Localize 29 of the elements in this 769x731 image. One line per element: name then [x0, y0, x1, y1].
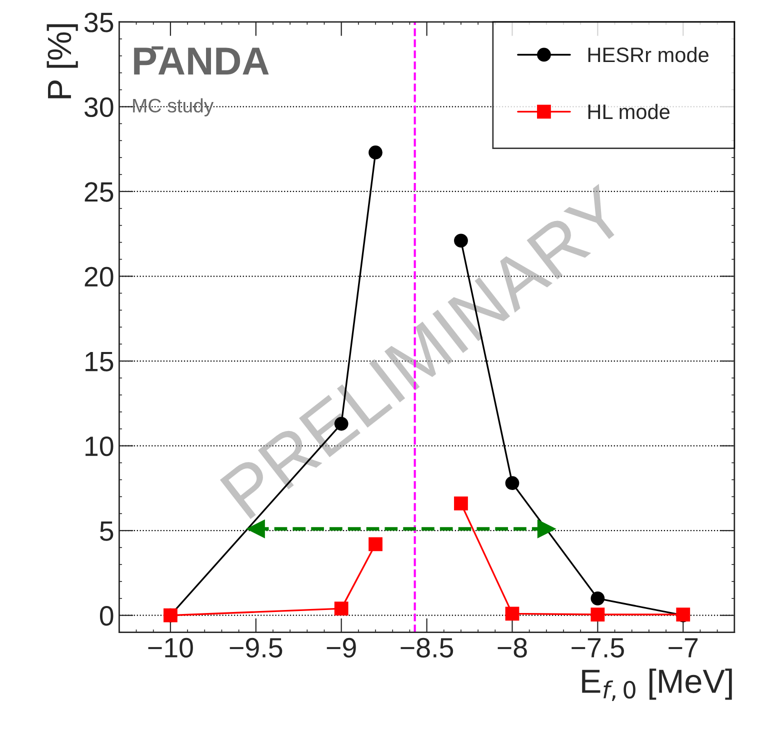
x-tick-label: −9 — [326, 638, 356, 658]
point — [505, 606, 520, 621]
x-axis-title: E$_{f,0}$ [MeV] — [582, 668, 732, 701]
legend-label: HESRr mode — [588, 46, 708, 62]
point — [368, 537, 382, 552]
x-tick-label: −8 — [498, 638, 527, 658]
legend-label: HL mode — [588, 104, 670, 120]
y-tick-label: 10 — [86, 436, 114, 456]
point — [246, 520, 265, 538]
annotation: MC study — [133, 98, 214, 116]
point — [368, 146, 382, 160]
y-tick-label: 30 — [84, 97, 114, 118]
y-tick-label: 20 — [84, 266, 114, 287]
y-axis-title: P [%] — [46, 24, 78, 98]
annotation: P̄ANDA — [134, 46, 269, 75]
point — [537, 520, 556, 538]
y-tick-label: 35 — [84, 12, 114, 32]
y-tick-label: 5 — [100, 522, 114, 541]
x-tick-label: −8.5 — [400, 638, 454, 658]
point — [590, 591, 605, 606]
x-tick-label: −7 — [668, 638, 698, 658]
y-tick-label: 15 — [86, 352, 114, 372]
point — [334, 602, 348, 616]
point — [590, 608, 605, 622]
x-tick-label: −7.5 — [572, 638, 624, 658]
y-tick-label: 25 — [84, 182, 114, 202]
x-tick-label: −10 — [148, 638, 193, 658]
x-tick-label: −9.5 — [230, 638, 282, 658]
y-tick-label: 0 — [100, 606, 114, 626]
